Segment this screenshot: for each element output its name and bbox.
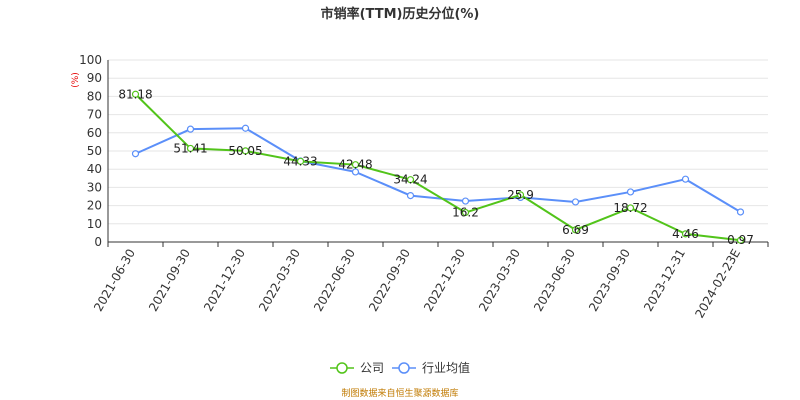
x-tick-label: 2023-03-30 bbox=[476, 247, 523, 314]
company-point bbox=[516, 191, 525, 199]
data-label: 18.72 bbox=[613, 201, 647, 215]
y-tick-label: 0 bbox=[94, 235, 102, 249]
x-tick-label: 2023-09-30 bbox=[586, 247, 633, 314]
legend[interactable]: 公司 行业均值 bbox=[330, 360, 470, 375]
industry-point bbox=[406, 191, 415, 200]
industry-point bbox=[186, 125, 195, 133]
y-tick-label: 20 bbox=[87, 199, 102, 213]
x-tick-label: 2022-12-30 bbox=[421, 247, 468, 314]
data-label: 4.46 bbox=[672, 227, 699, 241]
data-label: 44.33 bbox=[283, 154, 317, 168]
company-line bbox=[134, 93, 741, 242]
x-tick-label: 2024-02-23E bbox=[692, 247, 743, 321]
industry-point bbox=[241, 124, 250, 132]
company-point bbox=[681, 230, 690, 238]
industry-point bbox=[571, 198, 580, 206]
company-point bbox=[571, 226, 580, 234]
grid bbox=[108, 59, 768, 225]
company-point bbox=[296, 157, 305, 165]
legend-company-marker[interactable] bbox=[336, 362, 348, 374]
x-tick-label: 2021-06-30 bbox=[91, 247, 138, 314]
x-tick-label: 2022-06-30 bbox=[311, 247, 358, 314]
industry-point bbox=[736, 208, 745, 216]
y-unit-label: (%) bbox=[71, 72, 81, 88]
industry-point bbox=[461, 197, 470, 205]
data-label: 42.48 bbox=[338, 158, 372, 172]
industry-line bbox=[135, 127, 742, 213]
company-point bbox=[351, 161, 360, 169]
x-tick-label: 2023-06-30 bbox=[531, 247, 578, 314]
x-tick-label: 2021-12-30 bbox=[201, 247, 248, 314]
y-tick-label: 70 bbox=[87, 108, 102, 122]
data-label: 81.18 bbox=[118, 87, 152, 101]
y-tick-label: 60 bbox=[87, 126, 102, 140]
industry-point bbox=[131, 150, 140, 158]
data-label: 51.41 bbox=[173, 141, 207, 155]
x-tick-label: 2021-09-30 bbox=[146, 247, 193, 314]
company-point bbox=[131, 90, 140, 98]
company-point bbox=[241, 147, 250, 155]
y-tick-label: 10 bbox=[87, 217, 102, 231]
legend-industry-label[interactable]: 行业均值 bbox=[422, 360, 470, 375]
company-point bbox=[406, 176, 415, 184]
x-tick-label: 2022-09-30 bbox=[366, 247, 413, 314]
legend-company-label[interactable]: 公司 bbox=[360, 361, 384, 375]
data-label: 6.69 bbox=[562, 223, 589, 237]
industry-point bbox=[626, 188, 635, 196]
y-tick-label: 90 bbox=[87, 71, 102, 85]
y-tick-label: 80 bbox=[87, 89, 102, 103]
data-label: 25.9 bbox=[507, 188, 534, 202]
series-layer: 81.18 51.41 50.05 44.33 42.48 34.24 16.2 25.9 6.… bbox=[118, 87, 754, 247]
company-point bbox=[626, 204, 635, 212]
x-tick-label: 2022-03-30 bbox=[256, 247, 303, 314]
data-label: 0.97 bbox=[727, 233, 754, 247]
data-label: 34.24 bbox=[393, 173, 427, 187]
company-point bbox=[186, 144, 195, 153]
industry-point bbox=[351, 168, 360, 176]
y-tick-label: 100 bbox=[79, 53, 102, 67]
company-point bbox=[461, 208, 470, 217]
industry-point bbox=[681, 175, 690, 183]
data-label: 50.05 bbox=[228, 144, 262, 158]
legend-industry-marker[interactable] bbox=[398, 362, 410, 374]
x-tick-label: 2023-12-31 bbox=[641, 247, 688, 314]
data-label: 16.2 bbox=[452, 206, 479, 220]
y-tick-label: 30 bbox=[87, 180, 102, 194]
source-note: 制图数据来自恒生聚源数据库 bbox=[341, 387, 458, 399]
y-tick-label: 40 bbox=[87, 162, 102, 176]
company-point bbox=[736, 236, 745, 244]
y-tick-label: 50 bbox=[87, 144, 102, 158]
chart-title: 市销率(TTM)历史分位(%) bbox=[321, 6, 480, 22]
